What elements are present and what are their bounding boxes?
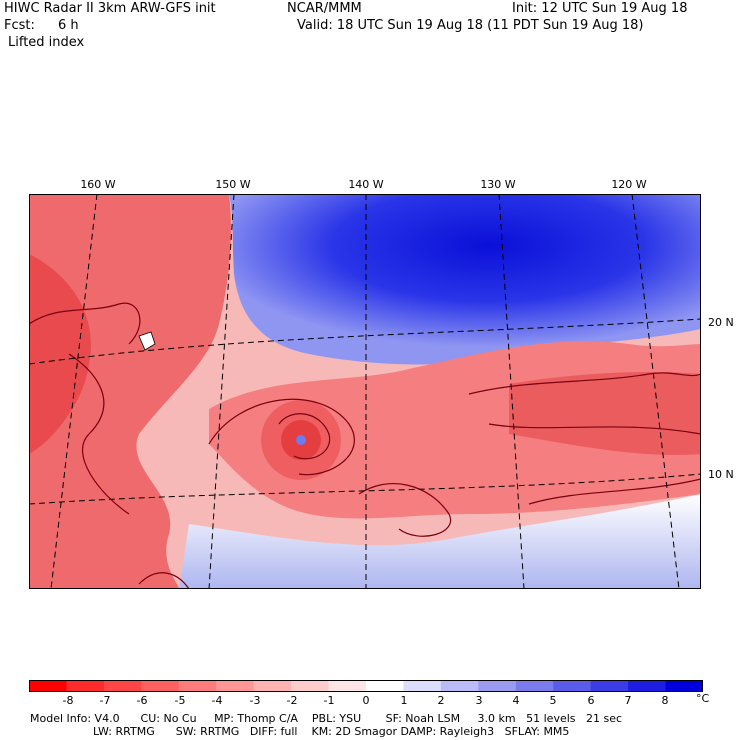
lon-label-140w: 140 W	[348, 178, 384, 191]
colorbar-swatch	[366, 680, 404, 692]
colorbar-tick: 8	[661, 694, 669, 707]
colorbar-swatch	[103, 680, 142, 692]
colorbar-tick: 3	[475, 694, 483, 707]
colorbar-swatch	[328, 680, 367, 692]
forecast-label: Fcst:	[4, 18, 35, 33]
valid-time: Valid: 18 UTC Sun 19 Aug 18 (11 PDT Sun …	[297, 18, 644, 33]
graticule	[29, 194, 701, 589]
lon-label-130w: 130 W	[480, 178, 516, 191]
colorbar-tick: -7	[99, 694, 111, 707]
forecast-hour: 6 h	[58, 18, 79, 33]
western-core	[29, 254, 91, 454]
organization-label: NCAR/MMM	[287, 1, 362, 16]
colorbar-swatch	[590, 680, 629, 692]
itcz-core	[509, 372, 701, 455]
colorbar-swatch	[291, 680, 330, 692]
colorbar-tick: -2	[286, 694, 298, 707]
colorbar-tick: -5	[174, 694, 186, 707]
colorbar-swatch	[478, 680, 517, 692]
init-time: Init: 12 UTC Sun 19 Aug 18	[512, 1, 688, 16]
model-info-line2: LW: RRTMG SW: RRTMG DIFF: full KM: 2D Sm…	[30, 725, 570, 738]
lat-label-10n: 10 N	[708, 468, 734, 481]
colorbar-tick: -3	[249, 694, 261, 707]
colorbar-tick: -6	[136, 694, 148, 707]
hawaii-island	[138, 331, 156, 351]
model-title: HIWC Radar II 3km ARW-GFS init	[4, 1, 216, 16]
colorbar-tick: 4	[512, 694, 520, 707]
lon-label-160w: 160 W	[80, 178, 116, 191]
colorbar-tick: 0	[362, 694, 370, 707]
colorbar-tick: -8	[62, 694, 74, 707]
colorbar-swatch	[553, 680, 592, 692]
lifted-index-map	[29, 194, 701, 589]
colorbar-swatch	[141, 680, 180, 692]
model-info-line1: Model Info: V4.0 CU: No Cu MP: Thomp C/A…	[30, 712, 623, 725]
western-unstable-region	[29, 194, 231, 589]
colorbar-swatch	[665, 680, 703, 692]
colorbar-swatch	[515, 680, 554, 692]
colorbar-swatch	[29, 680, 67, 692]
lon-label-150w: 150 W	[215, 178, 251, 191]
lon-label-120w: 120 W	[611, 178, 647, 191]
map-frame	[29, 194, 701, 589]
colorbar-tick: 6	[587, 694, 595, 707]
field-name: Lifted index	[8, 35, 85, 50]
instability-contours	[29, 302, 701, 589]
colorbar-swatch	[440, 680, 479, 692]
colorbar-swatch	[216, 680, 255, 692]
colorbar-tick: -4	[211, 694, 223, 707]
lat-label-20n: 20 N	[708, 316, 734, 329]
colorbar-tick: 5	[549, 694, 557, 707]
hurricane	[261, 400, 341, 480]
colorbar-tick: 7	[624, 694, 632, 707]
colorbar-tick: 1	[400, 694, 408, 707]
colorbar-swatch	[253, 680, 292, 692]
colorbar-swatch	[178, 680, 217, 692]
colorbar-tick: 2	[437, 694, 445, 707]
colorbar-frame	[29, 680, 703, 692]
southern-stable-region	[179, 494, 701, 589]
colorbar-tick: -1	[323, 694, 335, 707]
colorbar-swatch	[628, 680, 667, 692]
colorbar-swatch	[403, 680, 442, 692]
colorbar-unit: °C	[696, 692, 710, 705]
northern-stable-air	[229, 194, 701, 365]
colorbar	[29, 680, 703, 692]
colorbar-swatch	[66, 680, 105, 692]
